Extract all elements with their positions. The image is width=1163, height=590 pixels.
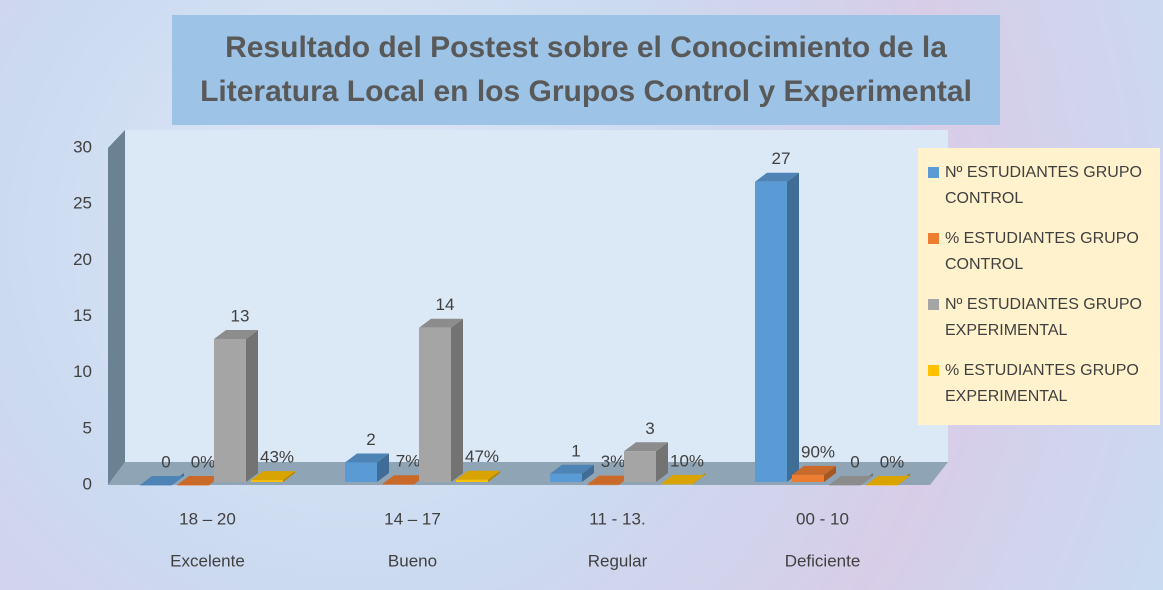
legend-label: Nº ESTUDIANTES GRUPO EXPERIMENTAL <box>945 296 1142 339</box>
bar-top <box>419 318 463 328</box>
y-tick-label: 15 <box>73 306 92 325</box>
bar-side <box>283 471 295 482</box>
x-tick-label: 11 - 13. <box>589 509 645 528</box>
data-label: 90% <box>801 442 835 461</box>
legend-entry: Nº ESTUDIANTES GRUPO CONTROL <box>928 160 1154 226</box>
bar <box>587 484 619 486</box>
legend-entry: % ESTUDIANTES GRUPO EXPERIMENTAL <box>928 358 1154 424</box>
data-label: 0 <box>850 452 859 471</box>
legend-entry: % ESTUDIANTES GRUPO CONTROL <box>928 226 1154 292</box>
x-group-label: Regular <box>588 551 648 570</box>
floor <box>108 462 948 485</box>
bar <box>550 473 582 482</box>
data-label: 27 <box>772 149 791 168</box>
bar-top <box>140 476 184 485</box>
legend-swatch <box>928 365 939 376</box>
bar <box>214 338 246 482</box>
bar <box>829 485 861 486</box>
bar <box>251 480 283 482</box>
bar-side <box>488 470 500 482</box>
data-label: 0% <box>880 452 905 471</box>
x-group-label: Excelente <box>170 551 245 570</box>
bar-top <box>550 464 594 474</box>
y-tick-label: 20 <box>73 250 92 269</box>
bar-top <box>456 470 500 480</box>
bar <box>419 327 451 482</box>
bar <box>140 485 172 486</box>
legend-label: % ESTUDIANTES GRUPO EXPERIMENTAL <box>945 362 1139 405</box>
bar-top <box>829 476 873 485</box>
legend-swatch <box>928 167 939 178</box>
bar-top <box>587 475 631 485</box>
bar-side <box>656 442 668 482</box>
bar-side <box>246 329 258 482</box>
data-label: 10% <box>670 451 704 470</box>
y-tick-label: 0 <box>83 474 92 493</box>
bar-side <box>451 318 463 482</box>
legend: Nº ESTUDIANTES GRUPO CONTROL % ESTUDIANTE… <box>918 148 1160 425</box>
bar-side <box>582 464 594 482</box>
bar-side <box>377 453 389 482</box>
x-tick-label: 14 – 17 <box>384 509 441 528</box>
bar-top <box>382 475 426 485</box>
bar-side <box>787 172 799 482</box>
bar-side <box>824 465 836 482</box>
bar-top <box>661 474 705 484</box>
data-label: 14 <box>436 295 455 314</box>
chart-title: Resultado del Postest sobre el Conocimie… <box>172 15 1000 125</box>
bar <box>382 484 414 485</box>
y-tick-label: 10 <box>73 362 92 381</box>
bar <box>345 462 377 482</box>
back-wall <box>125 130 948 462</box>
bar <box>792 474 824 482</box>
data-label: 3% <box>601 452 626 471</box>
bar-top <box>624 442 668 452</box>
data-label: 0% <box>191 452 216 471</box>
legend-entry: Nº ESTUDIANTES GRUPO EXPERIMENTAL <box>928 292 1154 358</box>
legend-label: % ESTUDIANTES GRUPO CONTROL <box>945 230 1139 273</box>
data-label: 0 <box>161 452 170 471</box>
y-tick-label: 5 <box>83 418 92 437</box>
bar-top <box>345 453 389 463</box>
bar-top <box>866 476 910 485</box>
data-label: 13 <box>231 306 250 325</box>
bar <box>624 451 656 482</box>
legend-label: Nº ESTUDIANTES GRUPO CONTROL <box>945 164 1142 207</box>
bar-top <box>755 172 799 182</box>
data-label: 7% <box>396 452 421 471</box>
x-group-label: Deficiente <box>785 551 861 570</box>
bar <box>755 181 787 482</box>
x-tick-label: 18 – 20 <box>179 509 236 528</box>
bar <box>661 483 693 485</box>
legend-swatch <box>928 233 939 244</box>
bar-top <box>214 329 258 339</box>
bar <box>177 485 209 486</box>
data-label: 47% <box>465 447 499 466</box>
x-tick-label: 00 - 10 <box>796 509 849 528</box>
bar-top <box>177 476 221 485</box>
legend-swatch <box>928 299 939 310</box>
data-label: 3 <box>645 419 654 438</box>
y-tick-label: 25 <box>73 194 92 213</box>
bar <box>456 479 488 482</box>
bar <box>866 485 898 486</box>
x-group-label: Bueno <box>388 551 437 570</box>
data-label: 2 <box>366 430 375 449</box>
y-tick-label: 30 <box>73 137 92 156</box>
data-label: 1 <box>571 441 580 460</box>
data-label: 43% <box>260 448 294 467</box>
side-wall <box>108 130 125 485</box>
bar-top <box>251 471 295 481</box>
bar-top <box>792 465 836 475</box>
